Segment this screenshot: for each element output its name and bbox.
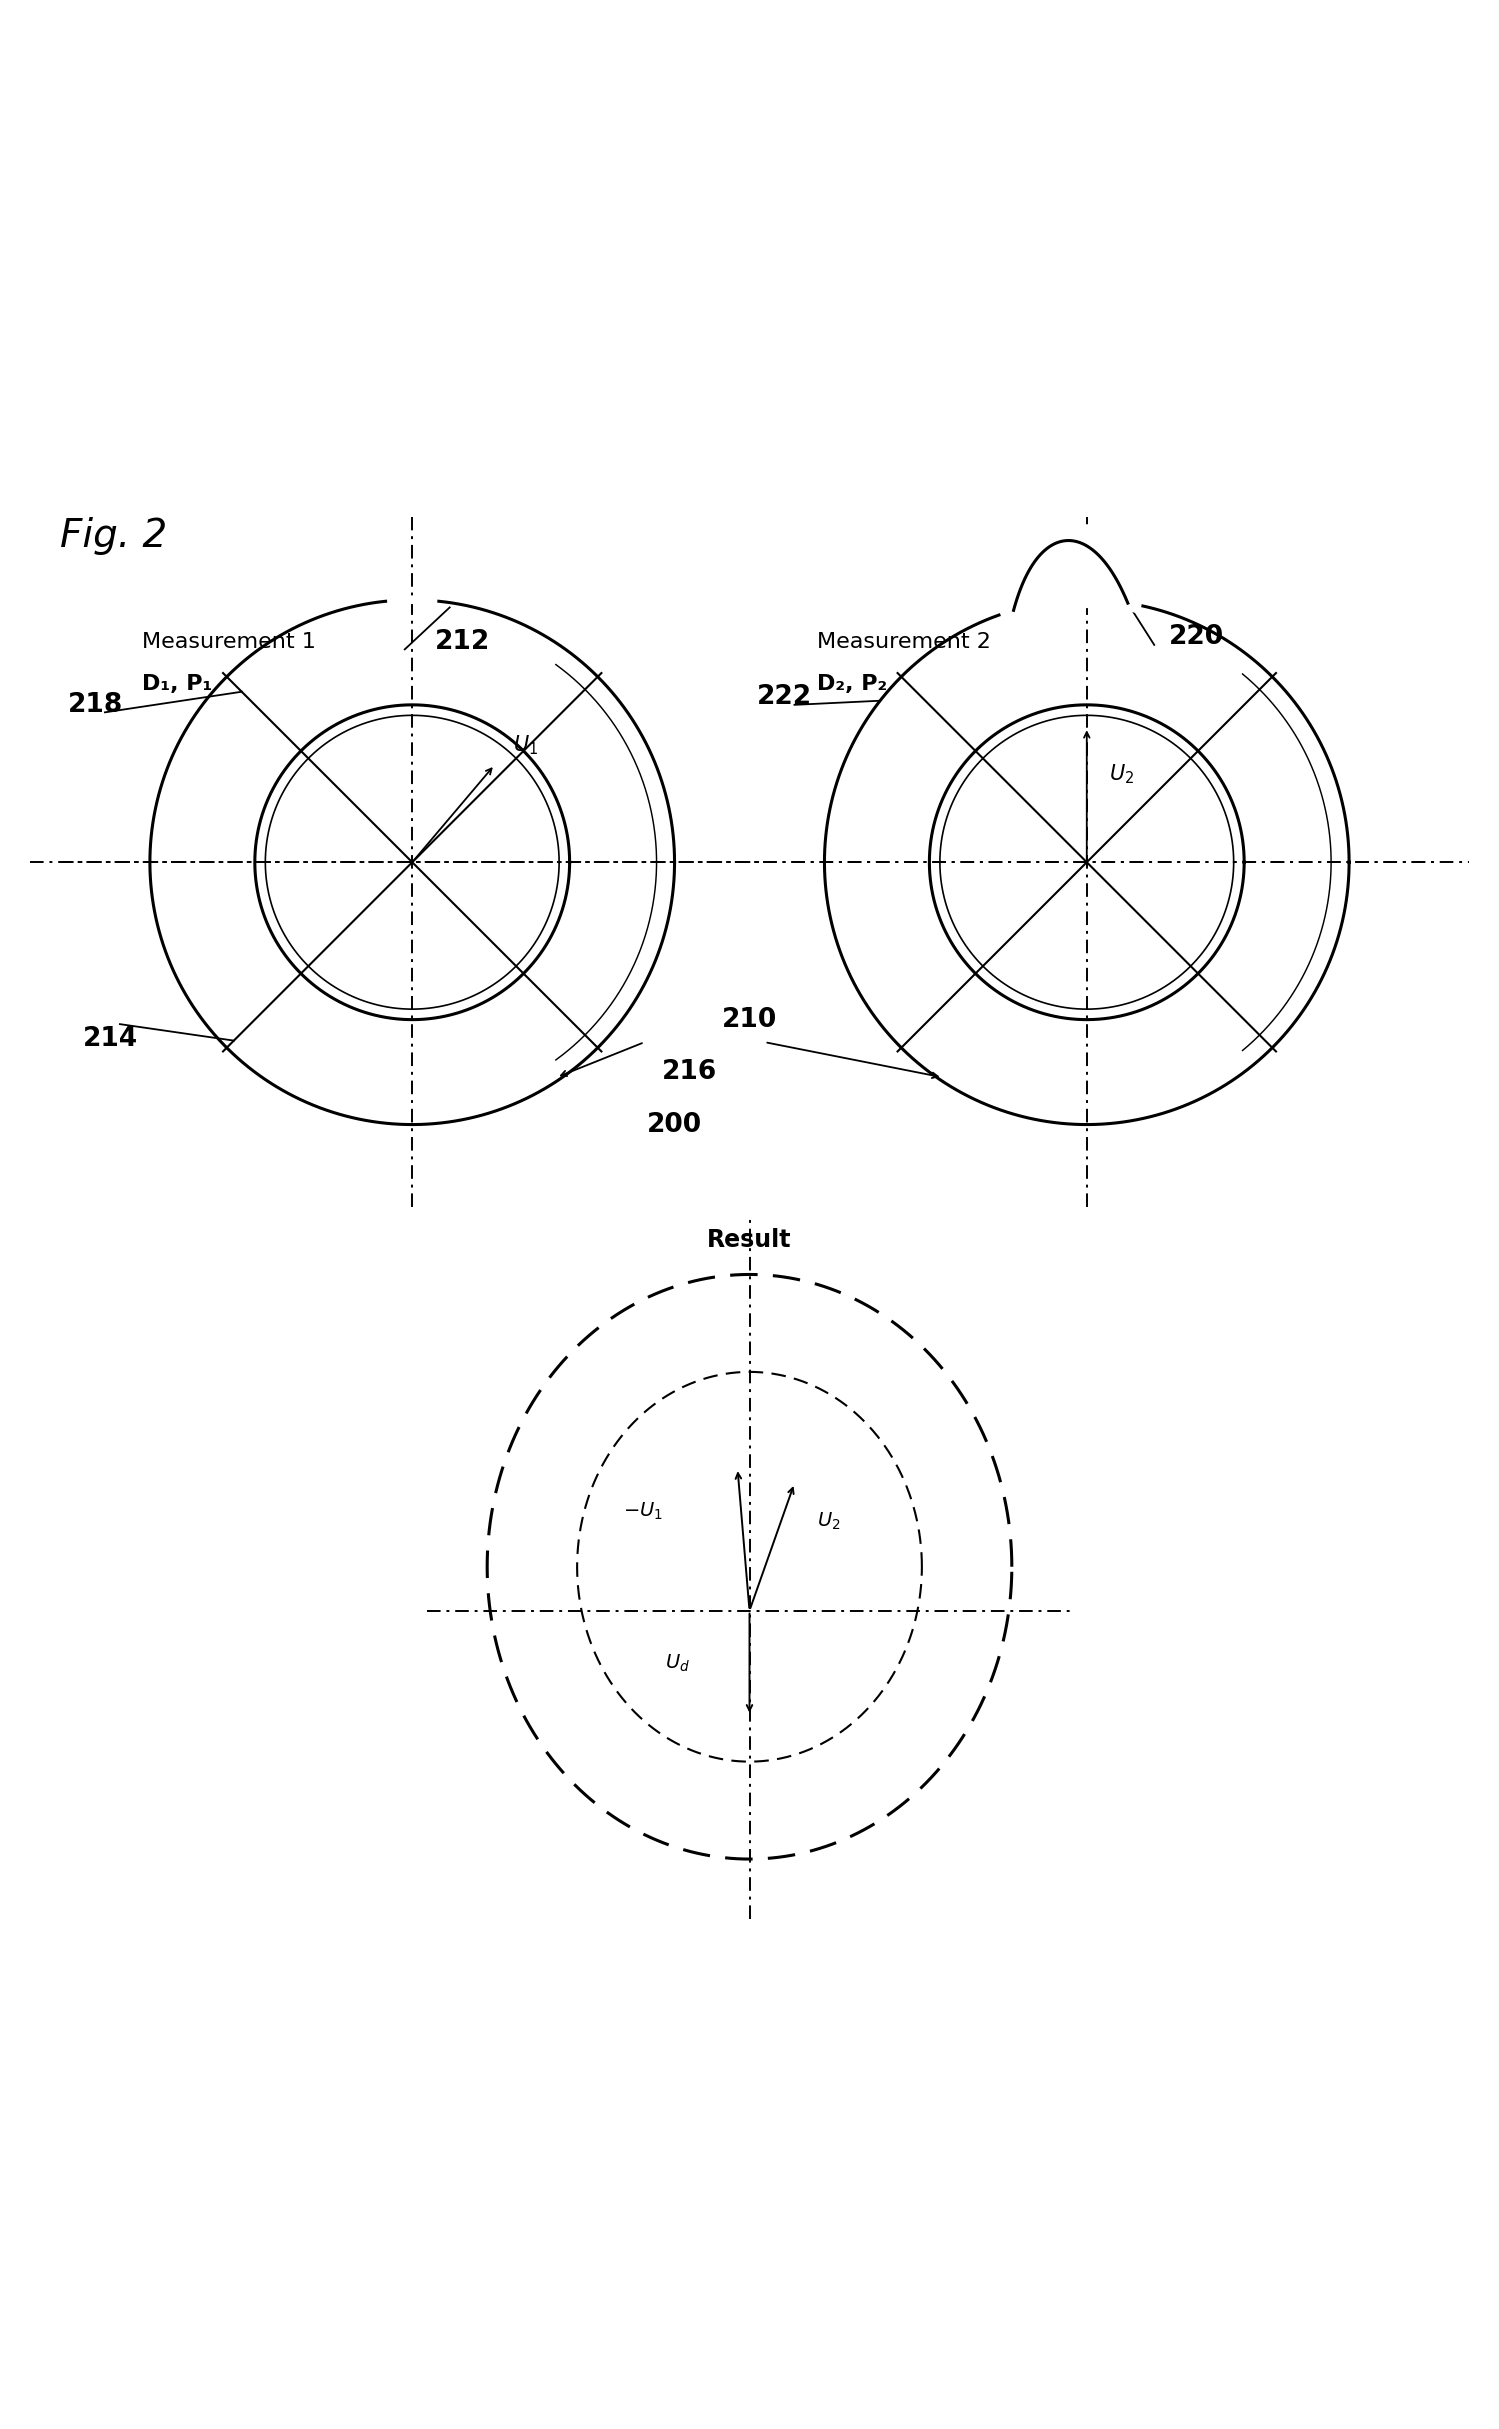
Text: $U_2$: $U_2$ <box>817 1511 841 1533</box>
Polygon shape <box>976 525 1156 622</box>
Text: 220: 220 <box>1169 624 1225 651</box>
Text: $U_2$: $U_2$ <box>1109 763 1135 787</box>
Text: 222: 222 <box>757 685 812 709</box>
Text: Result: Result <box>708 1229 791 1251</box>
Text: D₁, P₁: D₁, P₁ <box>142 675 213 695</box>
Text: $U_1$: $U_1$ <box>513 734 538 758</box>
Text: Measurement 2: Measurement 2 <box>817 632 991 653</box>
Text: 212: 212 <box>435 629 490 656</box>
Text: Measurement 1: Measurement 1 <box>142 632 316 653</box>
Text: 214: 214 <box>82 1025 138 1052</box>
Text: 218: 218 <box>67 692 123 719</box>
Text: $-U_1$: $-U_1$ <box>622 1501 663 1521</box>
Text: 200: 200 <box>648 1112 702 1137</box>
Text: 210: 210 <box>723 1006 776 1032</box>
Text: $U_d$: $U_d$ <box>664 1652 690 1674</box>
Text: 216: 216 <box>663 1059 717 1086</box>
Text: Fig. 2: Fig. 2 <box>60 517 168 556</box>
Text: D₂, P₂: D₂, P₂ <box>817 675 887 695</box>
